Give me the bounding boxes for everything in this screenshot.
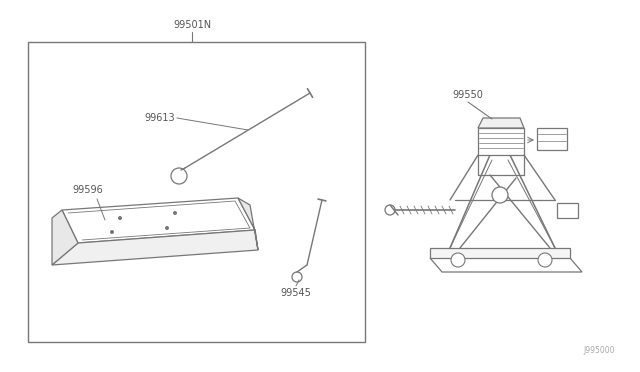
Polygon shape (238, 198, 258, 250)
Polygon shape (478, 118, 524, 128)
Polygon shape (430, 258, 582, 272)
Text: 99613: 99613 (145, 113, 175, 123)
Circle shape (451, 253, 465, 267)
Bar (28, 42, 365, 342)
Text: 99596: 99596 (72, 185, 103, 195)
Circle shape (118, 216, 122, 220)
Polygon shape (52, 230, 258, 265)
Polygon shape (557, 203, 578, 218)
Polygon shape (430, 248, 570, 258)
Circle shape (165, 226, 169, 230)
Circle shape (492, 187, 508, 203)
Circle shape (110, 230, 114, 234)
Polygon shape (52, 210, 78, 265)
Polygon shape (537, 128, 567, 150)
Polygon shape (478, 128, 524, 155)
Polygon shape (62, 198, 255, 243)
Circle shape (538, 253, 552, 267)
Text: 99501N: 99501N (173, 20, 211, 30)
Text: 99550: 99550 (452, 90, 483, 100)
Circle shape (173, 211, 177, 215)
Text: 99545: 99545 (280, 288, 312, 298)
Text: J995000: J995000 (584, 346, 615, 355)
